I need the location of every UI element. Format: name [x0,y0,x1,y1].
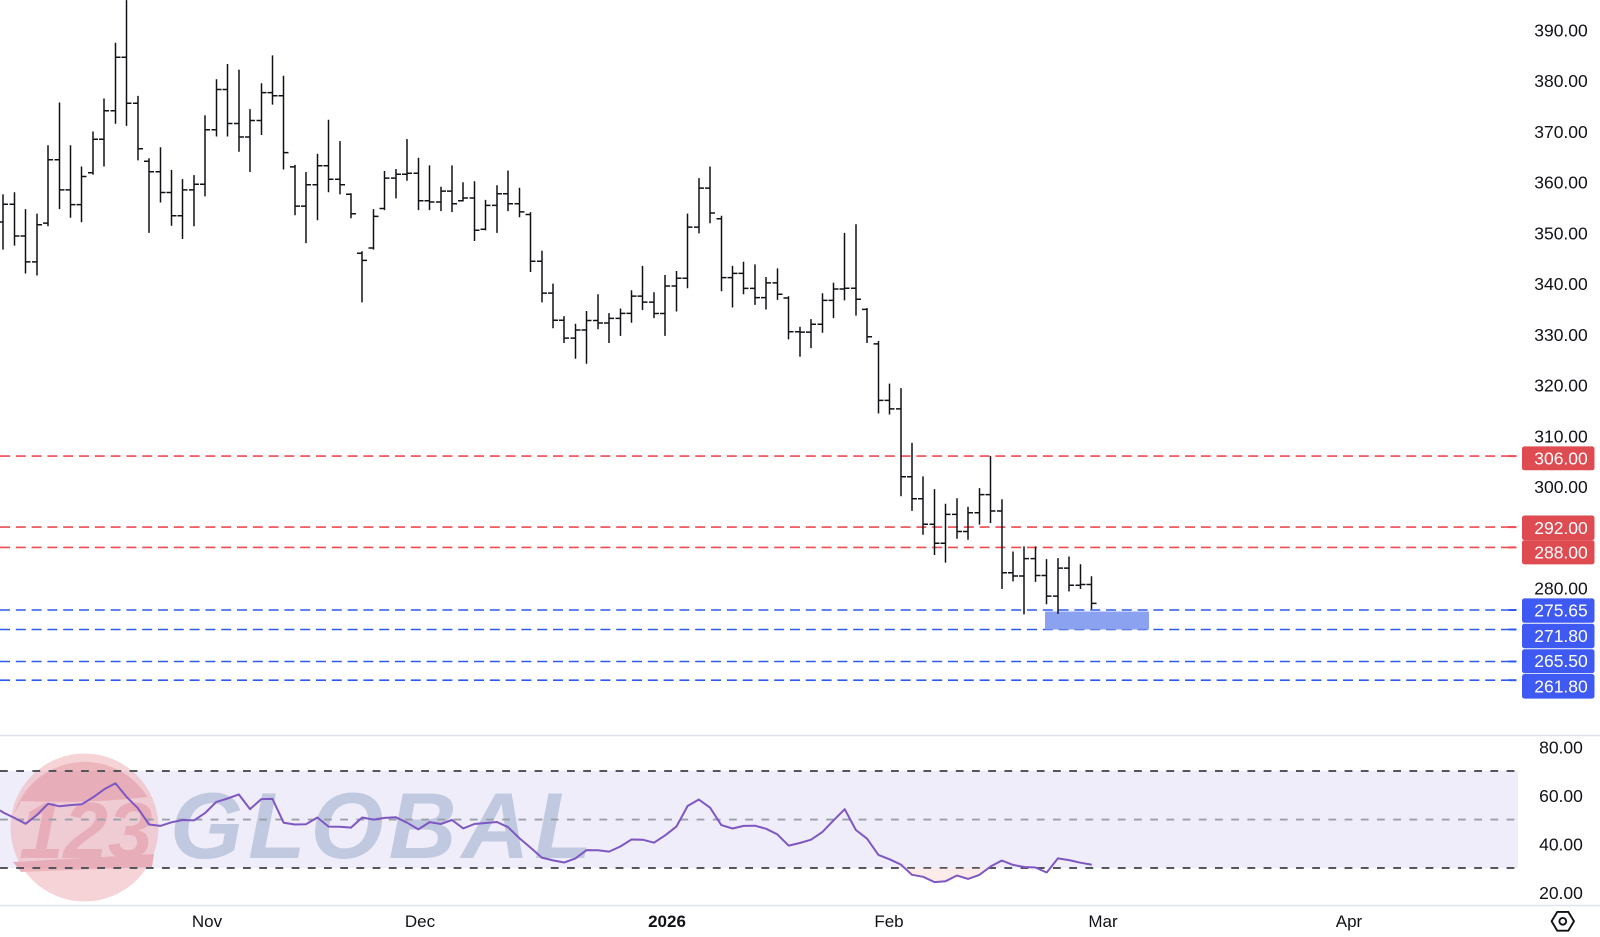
svg-text:40.00: 40.00 [1539,834,1583,854]
svg-text:261.80: 261.80 [1534,676,1588,696]
svg-text:GLOBAL: GLOBAL [170,773,597,878]
svg-text:292.00: 292.00 [1534,518,1588,538]
svg-text:60.00: 60.00 [1539,786,1583,806]
svg-text:380.00: 380.00 [1534,71,1588,91]
svg-text:Apr: Apr [1336,912,1363,931]
svg-text:2026: 2026 [648,912,686,931]
svg-text:360.00: 360.00 [1534,173,1588,193]
svg-text:Dec: Dec [405,912,436,931]
svg-text:306.00: 306.00 [1534,448,1588,468]
svg-text:Nov: Nov [192,912,223,931]
svg-text:310.00: 310.00 [1534,426,1588,446]
svg-text:275.65: 275.65 [1534,601,1588,621]
svg-text:390.00: 390.00 [1534,21,1588,41]
svg-text:370.00: 370.00 [1534,122,1588,142]
svg-text:271.80: 271.80 [1534,626,1588,646]
svg-text:350.00: 350.00 [1534,223,1588,243]
svg-text:265.50: 265.50 [1534,651,1588,671]
svg-text:340.00: 340.00 [1534,274,1588,294]
svg-text:288.00: 288.00 [1534,542,1588,562]
svg-text:Feb: Feb [874,912,903,931]
svg-text:Mar: Mar [1088,912,1118,931]
svg-text:330.00: 330.00 [1534,325,1588,345]
svg-text:280.00: 280.00 [1534,579,1588,599]
svg-text:300.00: 300.00 [1534,477,1588,497]
svg-text:80.00: 80.00 [1539,737,1583,757]
svg-text:20.00: 20.00 [1539,883,1583,903]
svg-text:320.00: 320.00 [1534,376,1588,396]
